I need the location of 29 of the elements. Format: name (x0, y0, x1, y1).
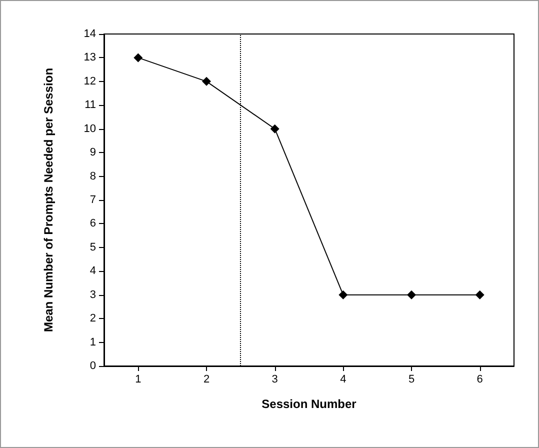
y-tick-label: 9 (90, 146, 96, 159)
x-tick-label: 3 (272, 374, 278, 386)
point (338, 290, 348, 300)
y-tick-label: 0 (90, 360, 96, 372)
x-axis-title: Session Number (262, 397, 357, 411)
y-axis-title: Mean Number of Prompts Needed per Session (42, 68, 56, 332)
x-tick-label: 5 (408, 374, 415, 386)
y-tick-label: 1 (90, 336, 96, 348)
y-tick-label: 6 (90, 218, 96, 230)
y-tick-label: 10 (84, 122, 96, 135)
y-tick-label: 2 (90, 312, 96, 325)
point (407, 290, 416, 300)
y-tick-label: 12 (84, 75, 96, 88)
x-tick-label: 4 (340, 374, 346, 386)
point (270, 124, 280, 134)
y-tick-label: 11 (84, 99, 96, 112)
y-tick-label: 3 (90, 288, 96, 301)
y-tick-label: 8 (90, 170, 96, 182)
x-tick-label: 1 (135, 374, 142, 386)
x-tick-label: 6 (476, 374, 483, 386)
point (202, 76, 211, 86)
point (134, 53, 143, 62)
y-tick-label: 4 (90, 265, 96, 278)
y-tick-label: 13 (84, 52, 96, 64)
point (475, 290, 484, 300)
y-tick-label: 14 (84, 28, 96, 40)
y-tick-label: 7 (90, 194, 96, 206)
y-tick-label: 5 (90, 241, 96, 254)
x-tick-label: 2 (203, 374, 210, 386)
